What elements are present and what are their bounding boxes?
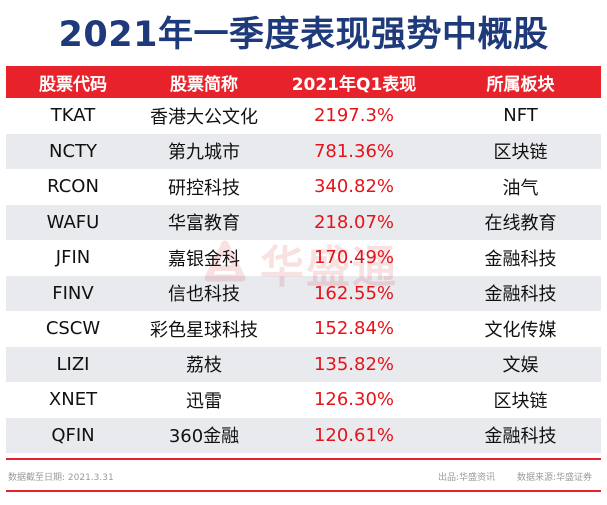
stock-name-cell: 研控科技 (168, 177, 240, 199)
table-row: RCON 研控科技 340.82% 油气 (6, 169, 601, 205)
data-date-label: 数据截至日期: (8, 473, 66, 483)
column-header-name: 股票简称 (170, 74, 238, 95)
table-header: 股票代码 股票简称 2021年Q1表现 所属板块 (6, 66, 601, 98)
sector-cell: 金融科技 (484, 284, 557, 306)
performance-cell: 152.84% (313, 318, 395, 340)
stock-code-cell: JFIN (55, 247, 91, 269)
performance-cell: 2197.3% (313, 105, 395, 127)
performance-cell: 781.36% (313, 140, 395, 162)
stock-code-cell: FINV (52, 282, 94, 304)
stock-name-cell: 迅雷 (186, 390, 222, 412)
stock-code-cell: NCTY (48, 140, 98, 162)
sector-cell: 金融科技 (484, 426, 557, 448)
column-header-performance: 2021年Q1表现 (291, 74, 417, 95)
stock-name-cell: 信也科技 (168, 284, 240, 306)
column-header-code: 股票代码 (39, 74, 107, 95)
performance-cell: 162.55% (313, 282, 395, 304)
sector-cell: 文化传媒 (484, 319, 557, 341)
table-row: NCTY 第九城市 781.36% 区块链 (6, 133, 601, 169)
sector-cell: 区块链 (493, 142, 548, 164)
performance-cell: 120.61% (313, 424, 395, 446)
table-row: XNET 迅雷 126.30% 区块链 (6, 382, 601, 418)
table-body: TKAT 香港大公文化 2197.3% NFT NCTY 第九城市 781.36% 区块链 RC… (6, 98, 601, 453)
stock-name-cell: 香港大公文化 (150, 106, 258, 128)
producer-credit: 出品:华盛资讯 (438, 473, 496, 483)
data-source: 数据来源:华盛证券 (517, 473, 593, 483)
stock-name-cell: 彩色星球科技 (150, 319, 258, 341)
table-row: LIZI 荔枝 135.82% 文娱 (6, 346, 601, 382)
footer-divider (6, 458, 601, 460)
performance-cell: 218.07% (313, 211, 395, 233)
sector-cell: 金融科技 (484, 248, 557, 270)
stock-name-cell: 华富教育 (168, 213, 240, 235)
table-row: CSCW 彩色星球科技 152.84% 文化传媒 (6, 311, 601, 347)
stock-code-cell: CSCW (45, 318, 101, 340)
table-row: QFIN 360金融 120.61% 金融科技 (6, 417, 601, 453)
stock-code-cell: QFIN (51, 424, 95, 446)
stock-name-cell: 第九城市 (168, 142, 240, 164)
sector-cell: 在线教育 (484, 213, 557, 235)
stock-table: 股票代码 股票简称 2021年Q1表现 所属板块 TKAT 香港大公文化 2197.… (6, 66, 601, 453)
sector-cell: 文娱 (502, 355, 539, 377)
stock-code-cell: LIZI (56, 353, 90, 375)
stock-code-cell: XNET (48, 389, 98, 411)
table-row: FINV 信也科技 162.55% 金融科技 (6, 275, 601, 311)
sector-cell: 油气 (502, 177, 539, 199)
performance-cell: 135.82% (313, 353, 395, 375)
table-row: WAFU 华富教育 218.07% 在线教育 (6, 204, 601, 240)
table-row: TKAT 香港大公文化 2197.3% NFT (6, 98, 601, 134)
data-date-value: 2021.3.31 (67, 473, 114, 483)
page-title: 2021年一季度表现强势中概股 (58, 15, 549, 55)
stock-name-cell: 荔枝 (186, 355, 222, 377)
performance-cell: 340.82% (313, 176, 395, 198)
table-row: JFIN 嘉银金科 170.49% 金融科技 (6, 240, 601, 276)
sector-cell: NFT (503, 105, 538, 127)
stock-name-cell: 360金融 (168, 426, 240, 448)
performance-cell: 126.30% (313, 389, 395, 411)
footer: 数据截至日期: 2021.3.31 出品:华盛资讯 数据来源:华盛证券 (6, 467, 601, 485)
data-date: 数据截至日期: 2021.3.31 (8, 470, 114, 483)
stock-name-cell: 嘉银金科 (168, 248, 240, 270)
stock-code-cell: RCON (47, 176, 99, 198)
performance-cell: 170.49% (313, 247, 395, 269)
stock-code-cell: WAFU (46, 211, 100, 233)
sector-cell: 区块链 (493, 390, 548, 412)
column-header-sector: 所属板块 (486, 74, 555, 95)
stock-code-cell: TKAT (50, 105, 96, 127)
bottom-divider (6, 490, 601, 492)
